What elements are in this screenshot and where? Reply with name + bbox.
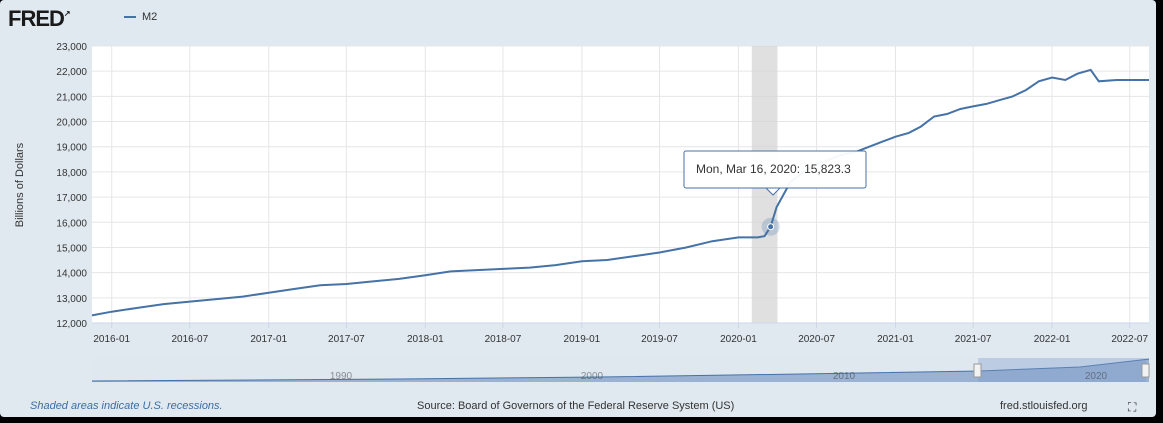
chart[interactable]: 12,000 13,000 14,000 15,000 16,000 17,000 18,0… <box>0 0 1156 417</box>
legend-swatch <box>124 16 136 19</box>
tooltip: Mon, Mar 16, 2020: 15,823.3 <box>683 150 867 196</box>
fullscreen-icon[interactable]: ⛶ <box>1128 400 1137 414</box>
y-tick-label: 12,000 <box>56 319 87 330</box>
navigator-handle-right[interactable] <box>1141 363 1150 378</box>
y-tick-label: 13,000 <box>56 294 87 305</box>
y-tick-label: 21,000 <box>56 92 87 103</box>
y-axis-label: Billions of Dollars <box>14 142 26 227</box>
navigator[interactable]: 1990 2000 2010 2020 <box>91 358 1150 382</box>
fred-logo[interactable]: FRED↗ <box>8 6 71 31</box>
logo-chart-icon: ↗ <box>63 9 71 18</box>
x-tick-label: 2016-07 <box>171 334 208 345</box>
y-tick-label: 15,000 <box>56 243 87 254</box>
y-tick-label: 14,000 <box>56 269 87 280</box>
navigator-area <box>92 359 1149 382</box>
legend[interactable]: M2 <box>124 11 157 23</box>
y-ticks: 12,000 13,000 14,000 15,000 16,000 17,000 18,0… <box>56 42 87 330</box>
y-tick-label: 16,000 <box>56 218 87 229</box>
legend-label: M2 <box>142 11 158 23</box>
x-tick-label: 2018-07 <box>485 334 522 345</box>
x-tick-label: 2021-07 <box>955 334 992 345</box>
y-tick-label: 22,000 <box>56 67 87 78</box>
tooltip-value: 15,823.3 <box>804 162 851 176</box>
y-tick-label: 23,000 <box>56 42 87 53</box>
series-line-m2[interactable] <box>91 68 1149 317</box>
x-tick-label: 2022-01 <box>1034 334 1071 345</box>
y-tick-label: 20,000 <box>56 118 87 129</box>
tooltip-text: Mon, Mar 16, 2020: 15,823.3 <box>696 162 851 176</box>
x-tick-label: 2019-07 <box>641 334 678 345</box>
navigator-label-2000: 2000 <box>581 371 604 382</box>
recession-note[interactable]: Shaded areas indicate U.S. recessions. <box>30 400 223 412</box>
y-tick-label: 17,000 <box>56 193 87 204</box>
navigator-handle-left[interactable] <box>973 363 982 378</box>
navigator-label-2010: 2010 <box>833 371 856 382</box>
tooltip-pointer <box>764 187 782 196</box>
hover-point[interactable] <box>767 223 775 231</box>
x-tick-label: 2018-01 <box>407 334 444 345</box>
grid <box>92 45 1149 324</box>
plot-background <box>92 46 1149 323</box>
tooltip-date: Mon, Mar 16, 2020: <box>696 162 800 176</box>
x-tick-label: 2016-01 <box>93 334 130 345</box>
y-tick-label: 18,000 <box>56 168 87 179</box>
source-credit: Source: Board of Governors of the Federa… <box>417 400 735 412</box>
x-tick-label: 2020-01 <box>720 334 757 345</box>
navigator-line <box>91 358 1150 382</box>
navigator-selection[interactable] <box>978 358 1146 382</box>
x-tick-label: 2019-01 <box>564 334 601 345</box>
x-tick-label: 2017-01 <box>250 334 287 345</box>
x-tick-label: 2022-07 <box>1111 334 1148 345</box>
navigator-label-2020: 2020 <box>1085 371 1108 382</box>
x-tick-label: 2021-01 <box>877 334 914 345</box>
site-link[interactable]: fred.stlouisfed.org <box>1000 400 1088 412</box>
chart-frame: FRED↗ M2 12,000 13,000 14,000 15,000 16,000 1… <box>0 0 1156 417</box>
x-tick-label: 2020-07 <box>798 334 835 345</box>
x-ticks: 2016-01 2016-07 2017-01 2017-07 2018-01 2018-… <box>92 322 1149 345</box>
navigator-label-1990: 1990 <box>330 371 353 382</box>
y-tick-label: 19,000 <box>56 143 87 154</box>
x-tick-label: 2017-07 <box>328 334 365 345</box>
